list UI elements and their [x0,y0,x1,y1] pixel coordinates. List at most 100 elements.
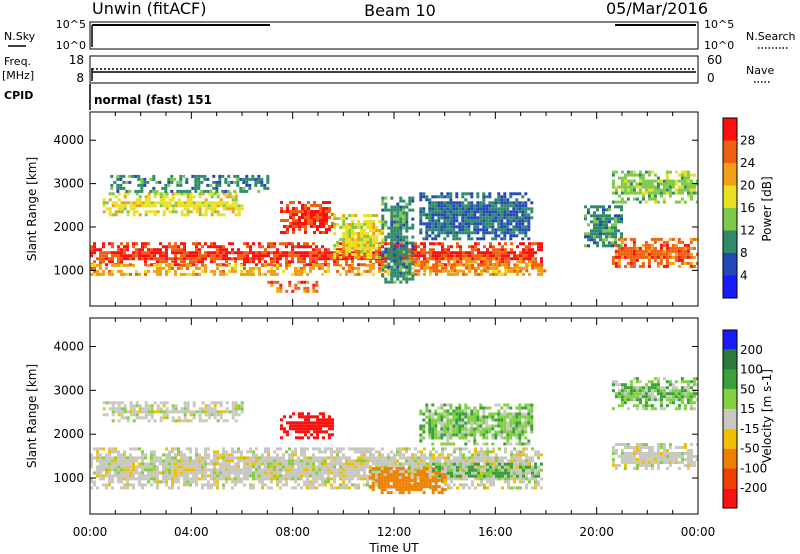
heatmap-cell-region-1 [300,269,303,273]
heatmap-cell-region-0 [180,453,183,457]
heatmap-cell-region-0 [426,465,429,469]
heatmap-cell-region-0 [189,468,192,472]
heatmap-cell-region-4 [396,259,400,263]
heatmap-cell-region-0 [354,251,357,255]
heatmap-cell-region-0 [459,447,462,451]
heatmap-cell-region-4 [411,244,415,248]
heatmap-cell-region-1 [456,272,459,276]
heatmap-cell-region-0 [120,462,123,466]
heatmap-cell-region-7 [189,198,193,202]
heatmap-cell-region-6 [494,228,498,232]
heatmap-cell-region-6 [467,222,471,226]
heatmap-cell-region-0 [258,468,261,472]
heatmap-cell-region-11 [677,185,681,189]
heatmap-cell-region-6 [437,204,441,208]
heatmap-cell-region-0 [528,456,531,460]
heatmap-cell-region-0 [117,462,120,466]
heatmap-cell-region-10 [641,252,645,256]
heatmap-cell-region-1 [474,266,477,270]
heatmap-cell-region-1 [453,272,456,276]
cpid-label: CPID [4,89,33,102]
heatmap-cell-region-0 [447,462,450,466]
heatmap-cell-region-4 [393,220,397,224]
heatmap-cell-region-0 [435,242,438,246]
heatmap-cell-region-11 [686,191,690,195]
heatmap-cell-region-0 [309,251,312,255]
heatmap-cell-region-0 [108,474,111,478]
heatmap-cell-region-0 [435,456,438,460]
heatmap-cell-region-3 [339,217,343,220]
heatmap-cell-region-0 [267,462,270,466]
heatmap-cell-region-6 [512,225,516,229]
heatmap-cell-region-7 [183,192,187,196]
heatmap-cell-region-3 [369,229,373,232]
heatmap-cell-region-1 [213,272,216,276]
heatmap-cell-region-12 [608,217,611,221]
heatmap-cell-region-6 [512,192,516,196]
heatmap-cell-region-1 [249,272,252,276]
heatmap-cell-region-0 [171,450,174,454]
heatmap-cell-region-7 [108,207,112,211]
heatmap-cell-region-0 [240,477,243,481]
heatmap-cell-region-10 [662,240,666,244]
heatmap-cell-region-0 [228,465,231,469]
heatmap-cell-region-6 [512,201,516,205]
heatmap-cell-region-0 [522,242,525,246]
heatmap-cell-region-0 [375,462,378,466]
heatmap-cell-region-2 [304,213,307,216]
heatmap-cell-region-11 [668,191,672,195]
heatmap-cell-region-0 [93,471,96,475]
heatmap-cell-region-8 [167,180,171,184]
heatmap-cell-region-0 [108,260,111,264]
heatmap-cell-region-3 [378,256,382,259]
heatmap-cell-region-1 [228,263,231,267]
heatmap-cell-region-6 [527,216,531,220]
heatmap-cell-region-1 [183,413,187,417]
heatmap-cell-region-0 [429,450,432,454]
heatmap-cell-region-0 [228,251,231,255]
heatmap-cell-region-6 [527,228,531,232]
heatmap-cell-region-0 [513,480,516,484]
heatmap-cell-region-0 [180,465,183,469]
heatmap-cell-region-12 [596,217,599,221]
heatmap-cell-region-1 [129,272,132,276]
heatmap-cell-region-0 [99,456,102,460]
heatmap-cell-region-11 [662,197,666,201]
heatmap-cell-region-7 [234,207,238,211]
power-heatmap [90,170,698,293]
heatmap-cell-region-0 [315,474,318,478]
heatmap-cell-region-0 [408,254,411,258]
heatmap-cell-region-11 [629,191,633,195]
heatmap-cell-region-0 [138,462,141,466]
heatmap-cell-region-0 [243,468,246,472]
heatmap-cell-region-0 [240,254,243,258]
heatmap-cell-region-0 [126,245,129,249]
heatmap-cell-region-8 [233,189,237,193]
heatmap-cell-region-6 [422,195,426,199]
heatmap-cell-region-5 [447,260,451,264]
heatmap-cell-region-4 [405,265,409,269]
heatmap-cell-region-0 [465,456,468,460]
heatmap-cell-region-7 [204,207,208,211]
heatmap-cell-region-0 [381,263,384,267]
heatmap-cell-region-1 [273,272,276,276]
heatmap-cell-region-2 [313,222,316,225]
heatmap-cell-region-0 [294,254,297,258]
heatmap-cell-region-5 [489,257,493,261]
heatmap-cell-region-2 [310,204,313,207]
heatmap-cell-region-0 [285,474,288,478]
heatmap-cell-region-1 [342,266,345,270]
heatmap-cell-region-10 [620,246,624,250]
heatmap-cell-region-0 [540,248,543,252]
heatmap-cell-region-0 [516,462,519,466]
heatmap-cell-region-0 [153,459,156,463]
heatmap-cell-region-0 [222,459,225,463]
heatmap-cell-region-0 [411,474,414,478]
heatmap-cell-region-3 [375,235,379,238]
heatmap-cell-region-6 [494,234,498,238]
heatmap-cell-region-11 [620,182,624,186]
heatmap-cell-region-0 [180,248,183,252]
heatmap-cell-region-7 [144,210,148,214]
heatmap-cell-region-1 [156,263,159,267]
